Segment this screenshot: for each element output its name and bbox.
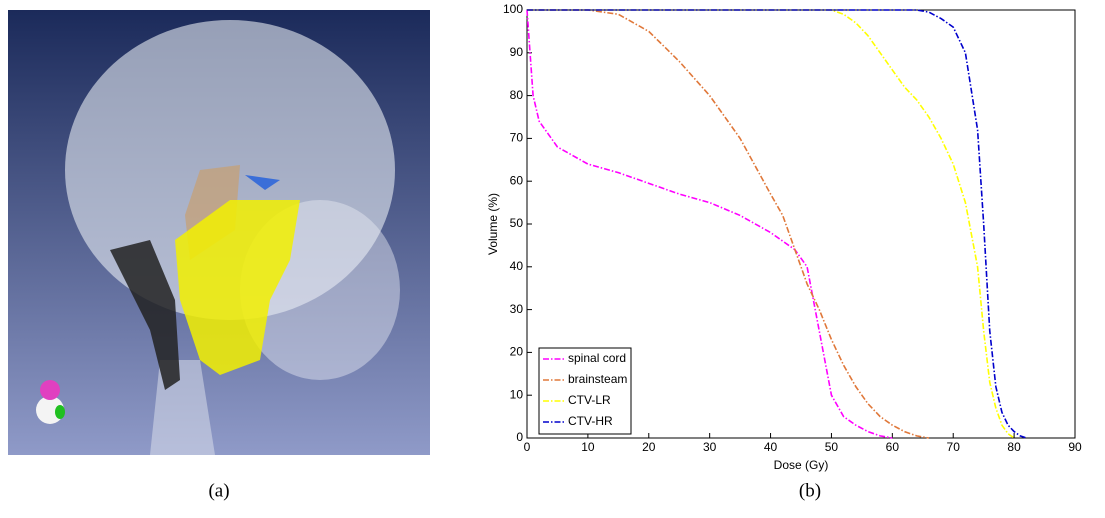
orientation-marker [55, 405, 65, 419]
y-tick-label: 70 [510, 131, 524, 145]
render-panel [8, 10, 430, 455]
ctv-hr-structure [245, 175, 280, 190]
y-tick-label: 100 [503, 2, 523, 16]
caption: (a) [208, 480, 229, 501]
y-tick-label: 30 [510, 302, 524, 316]
x-tick-label: 60 [886, 440, 900, 454]
y-tick-label: 40 [510, 259, 524, 273]
x-tick-label: 50 [825, 440, 839, 454]
y-tick-label: 90 [510, 45, 524, 59]
legend-label: CTV-LR [568, 393, 611, 407]
y-tick-label: 80 [510, 88, 524, 102]
series-line [527, 9, 1027, 439]
x-tick-label: 90 [1068, 440, 1082, 454]
y-tick-label: 50 [510, 216, 524, 230]
spinal-cord-structure [110, 240, 180, 390]
x-axis-label: Dose (Gy) [774, 458, 829, 472]
x-tick-label: 40 [764, 440, 778, 454]
x-tick-label: 20 [642, 440, 656, 454]
caption: (b) [799, 480, 821, 501]
y-tick-label: 60 [510, 173, 524, 187]
y-tick-label: 10 [510, 387, 524, 401]
x-tick-label: 80 [1007, 440, 1021, 454]
y-tick-label: 0 [516, 430, 523, 444]
series-line [526, 9, 893, 439]
legend-label: brainsteam [568, 372, 627, 386]
orientation-head [40, 380, 60, 400]
legend-label: spinal cord [568, 351, 626, 365]
series-line [527, 9, 930, 439]
y-tick-label: 20 [510, 345, 524, 359]
x-tick-label: 30 [703, 440, 717, 454]
ctv-lr-structure [175, 200, 300, 375]
x-tick-label: 0 [524, 440, 531, 454]
x-tick-label: 10 [581, 440, 595, 454]
y-axis-label: Volume (%) [486, 193, 500, 255]
legend-label: CTV-HR [568, 414, 613, 428]
x-tick-label: 70 [947, 440, 961, 454]
legend-box [538, 347, 632, 435]
